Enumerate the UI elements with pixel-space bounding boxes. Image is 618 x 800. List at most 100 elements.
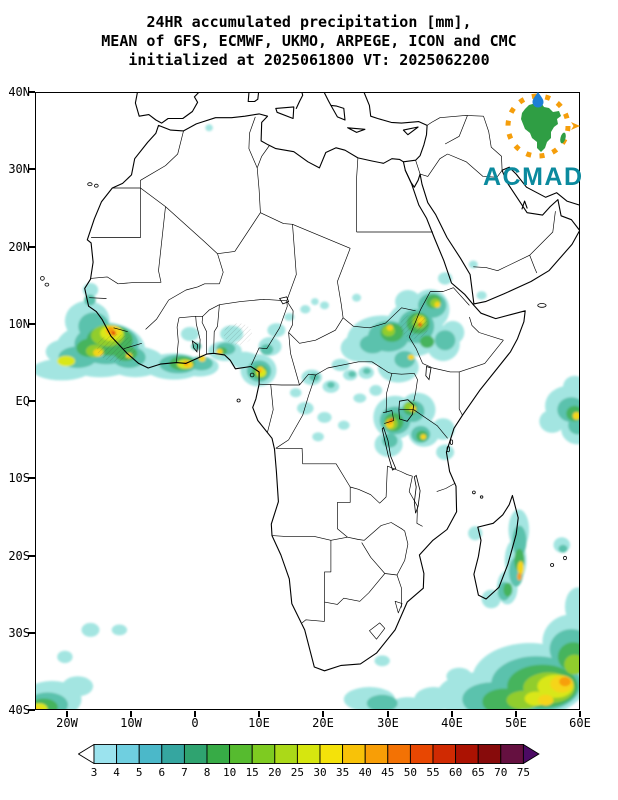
hatch-texture [96, 313, 429, 362]
colorbar-label: 15 [245, 766, 259, 779]
colorbar-label: 7 [181, 766, 188, 779]
title-line1: 24HR accumulated precipitation [mm], [146, 13, 472, 31]
lon-label: 0 [191, 716, 199, 730]
lake-malawi [413, 474, 421, 514]
colorbar-label: 75 [516, 766, 531, 779]
acmad-logo-graphic: ACMAD [483, 92, 584, 191]
lake-turkana [425, 365, 432, 381]
lat-label: 30S [8, 626, 30, 640]
africa-map [35, 92, 580, 710]
colorbar-segment [296, 744, 321, 764]
lat-label: 20S [8, 549, 30, 563]
anatolia-levant-coastline [363, 93, 428, 163]
lat-label: 30N [8, 162, 30, 176]
tick-mark [451, 711, 453, 717]
lon-label: 10W [120, 716, 142, 730]
tick-mark [28, 246, 35, 248]
coastlines [84, 93, 579, 672]
lon-label: 50E [505, 716, 527, 730]
colorbar-label: 60 [448, 766, 463, 779]
bird-icon [571, 122, 580, 130]
colorbar-label: 10 [222, 766, 237, 779]
sicily-coastline [275, 106, 295, 120]
tick-mark [28, 477, 35, 479]
colorbar-label: 70 [494, 766, 508, 779]
lake-chad [278, 296, 290, 305]
colorbar-label: 8 [203, 766, 211, 779]
title-line2: MEAN of GFS, ECMWF, UKMO, ARPEGE, ICON a… [101, 32, 517, 50]
tick-mark [28, 555, 35, 557]
sun-rays-icon [505, 93, 571, 159]
tick-mark [387, 711, 389, 717]
colorbar-label: 40 [358, 766, 372, 779]
colorbar-labels: 3 4 5 6 7 8 10 15 20 25 30 35 40 45 50 5… [78, 766, 540, 780]
lon-label: 10E [248, 716, 270, 730]
lon-label: 40E [441, 716, 463, 730]
colorbar-label: 3 [90, 766, 98, 779]
water-drop-icon [532, 92, 544, 108]
colorbar-label: 5 [135, 766, 143, 779]
tick-mark [28, 91, 35, 93]
tick-mark [28, 632, 35, 634]
tick-mark [66, 711, 68, 717]
colorbar-label: 6 [158, 766, 166, 779]
lat-label: 40S [8, 703, 30, 717]
colorbar-segment [477, 744, 502, 764]
lake-tanganyika [381, 426, 397, 471]
qatar-coastline [521, 200, 528, 210]
lon-label: 20W [56, 716, 78, 730]
islands [40, 182, 568, 567]
colorbar-segment [364, 744, 389, 764]
lat-label: 10S [8, 471, 30, 485]
tick-mark [322, 711, 324, 717]
africa-silhouette-icon [521, 103, 561, 152]
colorbar-segment [183, 744, 208, 764]
madagascar-coastline [473, 494, 519, 600]
colorbar-segment [274, 744, 298, 764]
title-line3: initialized at 2025061800 VT: 2025062200 [128, 51, 490, 69]
crete-coastline [347, 127, 366, 133]
calabria-coastline [295, 93, 304, 109]
colorbar-segment [229, 744, 253, 764]
colorbar-label: 50 [403, 766, 418, 779]
lon-label: 20E [312, 716, 334, 730]
tick-mark [28, 323, 35, 325]
colorbar-label: 4 [113, 766, 120, 779]
tick-mark [28, 168, 35, 170]
colorbar-segment [251, 744, 276, 764]
tick-mark [194, 711, 196, 717]
africa-coastline [84, 113, 526, 672]
lon-label: 60E [569, 716, 591, 730]
colorbar-label: 45 [381, 766, 395, 779]
colorbar-label: 30 [313, 766, 327, 779]
lat-label: 10N [8, 317, 30, 331]
acmad-logo-text: ACMAD [483, 163, 584, 191]
lake-volta [191, 340, 199, 353]
tick-mark [515, 711, 517, 717]
map-canvas [36, 93, 579, 709]
tick-mark [28, 400, 35, 402]
colorbar-segment [116, 744, 140, 764]
acmad-logo: ACMAD [479, 92, 601, 192]
colorbar-segment [409, 744, 434, 764]
colorbar-segment [93, 744, 118, 764]
lat-label: 20N [8, 240, 30, 254]
lon-label: 30E [377, 716, 399, 730]
colorbar-label: 20 [268, 766, 282, 779]
colorbar-segment [387, 744, 411, 764]
colorbar-label: 65 [471, 766, 485, 779]
map-title: 24HR accumulated precipitation [mm], MEA… [0, 13, 618, 70]
tick-mark [579, 711, 581, 717]
country-borders [89, 115, 556, 640]
sardinia-coastline [247, 93, 260, 103]
colorbar-segment [455, 744, 479, 764]
colorbar-arrow-right [522, 744, 540, 764]
colorbar-segment [342, 744, 366, 764]
colorbar [78, 744, 540, 764]
colorbar-segment [138, 744, 163, 764]
lat-label: 40N [8, 85, 30, 99]
tick-mark [130, 711, 132, 717]
cyprus-coastline [402, 126, 419, 136]
tick-mark [258, 711, 260, 717]
